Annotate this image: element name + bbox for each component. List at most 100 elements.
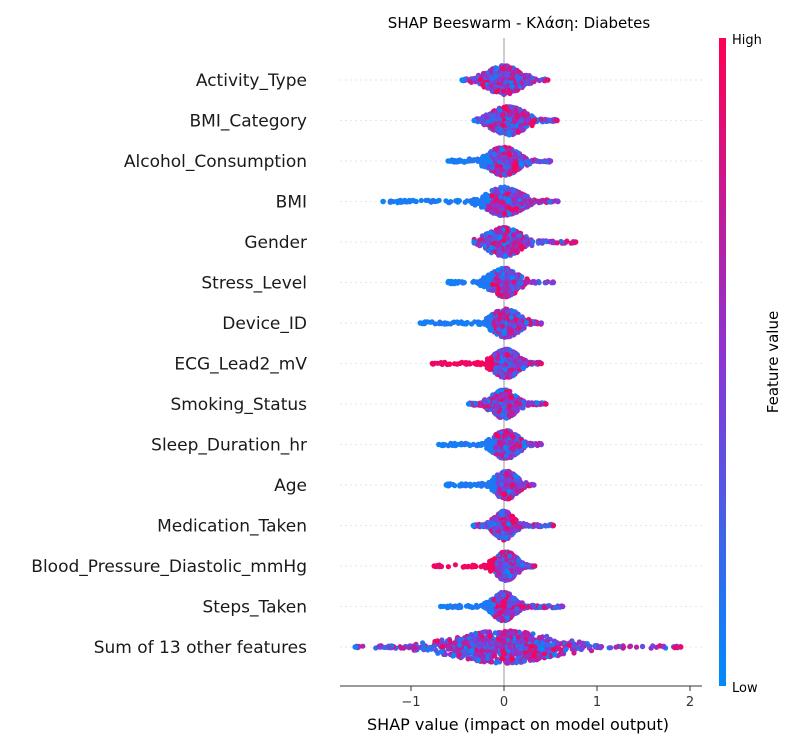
shap-point — [418, 197, 424, 204]
shap-point — [506, 132, 512, 138]
shap-point — [448, 199, 454, 205]
shap-point — [500, 310, 506, 316]
shap-point — [499, 146, 505, 152]
shap-point — [530, 278, 537, 285]
shap-point — [478, 198, 485, 204]
shap-point — [474, 361, 480, 367]
shap-point — [520, 118, 526, 124]
shap-point — [487, 356, 493, 362]
shap-point — [513, 206, 520, 212]
shap-point — [450, 158, 456, 165]
shap-point — [543, 401, 549, 407]
shap-point — [480, 70, 486, 77]
shap-point — [485, 85, 491, 91]
shap-point — [546, 239, 553, 245]
shap-point — [502, 184, 508, 190]
shap-point — [508, 394, 514, 400]
shap-point — [494, 66, 500, 72]
shap-point — [507, 171, 513, 177]
shap-point — [462, 159, 468, 165]
shap-point — [500, 275, 506, 281]
shap-point — [514, 113, 520, 119]
shap-point — [506, 66, 512, 72]
shap-point — [500, 88, 506, 94]
shap-point — [554, 240, 560, 246]
beeswarm-row — [436, 428, 544, 461]
shap-point — [544, 77, 551, 83]
shap-point — [388, 198, 394, 204]
shap-point — [478, 117, 484, 123]
shap-point — [513, 162, 519, 168]
shap-point — [453, 443, 459, 449]
shap-point — [479, 360, 485, 366]
shap-point — [538, 360, 544, 367]
shap-point — [493, 73, 499, 80]
shap-point — [400, 199, 406, 205]
shap-point — [501, 156, 507, 162]
shap-point — [501, 284, 508, 290]
shap-point — [517, 232, 523, 238]
shap-point — [501, 210, 508, 217]
beeswarm-row — [417, 306, 544, 340]
shap-point — [477, 237, 483, 243]
shap-point — [497, 228, 503, 234]
shap-point — [500, 122, 506, 128]
shap-point — [503, 70, 509, 77]
shap-point — [485, 206, 491, 213]
shap-point — [430, 197, 436, 204]
shap-point — [490, 202, 496, 208]
shap-point — [502, 164, 508, 170]
shap-point — [510, 245, 516, 251]
beeswarm-row — [429, 346, 544, 380]
shap-point — [485, 320, 491, 326]
shap-point — [493, 89, 500, 95]
shap-point — [506, 89, 512, 95]
shap-point — [517, 106, 523, 113]
shap-point — [483, 231, 489, 237]
shap-point — [497, 194, 504, 200]
shap-point — [494, 243, 500, 249]
shap-point — [480, 82, 486, 88]
shap-point — [509, 290, 515, 296]
shap-point — [503, 408, 509, 414]
shap-point — [510, 109, 517, 115]
shap-point — [546, 199, 552, 205]
shap-point — [555, 198, 561, 205]
shap-point — [429, 360, 436, 367]
shap-point — [530, 239, 536, 245]
shap-point — [485, 277, 491, 283]
shap-point — [510, 187, 517, 193]
shap-point — [477, 76, 483, 82]
shap-point — [493, 365, 499, 371]
shap-point — [497, 315, 503, 321]
shap-point — [497, 394, 503, 400]
shap-point — [499, 412, 505, 418]
shap-point — [511, 240, 517, 246]
shap-point — [510, 71, 516, 77]
shap-point — [510, 308, 516, 314]
shap-point — [550, 279, 557, 286]
shap-point — [489, 165, 495, 171]
shap-point — [519, 201, 525, 207]
shap-point — [465, 401, 472, 407]
shap-point — [535, 240, 542, 246]
shap-point — [471, 158, 477, 164]
shap-point — [528, 360, 534, 366]
shap-point — [501, 330, 507, 337]
shap-point — [438, 360, 444, 366]
shap-point — [492, 198, 498, 204]
shap-point — [470, 76, 477, 82]
shap-point — [547, 158, 554, 164]
beeswarm-row — [445, 144, 554, 178]
shap-point — [428, 319, 434, 325]
shap-point — [538, 320, 544, 326]
shap-point — [508, 329, 514, 336]
shap-point — [460, 280, 466, 286]
shap-point — [492, 121, 498, 128]
shap-point — [505, 248, 511, 254]
shap-point — [507, 367, 513, 374]
shap-point — [497, 77, 503, 83]
shap-point — [495, 291, 501, 297]
shap-point — [501, 104, 507, 110]
shap-point — [483, 156, 490, 162]
